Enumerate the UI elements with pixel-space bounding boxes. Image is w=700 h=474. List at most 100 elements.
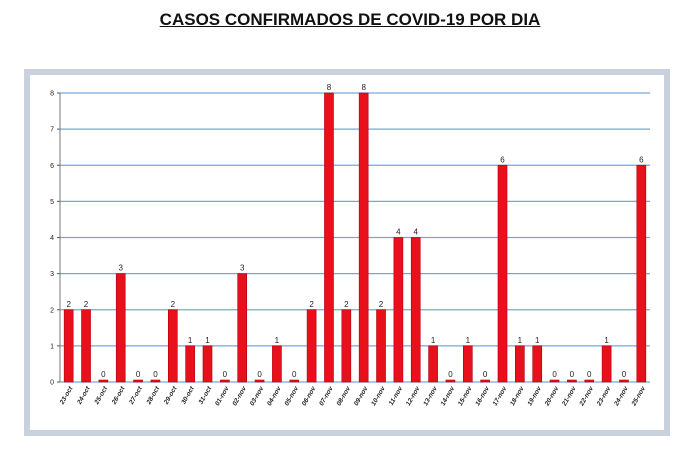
bar — [150, 379, 161, 383]
bar — [358, 92, 369, 383]
x-tick-label: 14-nov — [440, 385, 457, 407]
y-tick-label: 7 — [50, 127, 54, 134]
data-label: 0 — [223, 370, 228, 379]
data-label: 1 — [431, 336, 436, 345]
x-tick-label: 16-nov — [474, 385, 491, 407]
data-label: 0 — [136, 370, 141, 379]
x-tick-label: 27-oct — [128, 385, 145, 407]
bar — [549, 379, 560, 383]
data-label: 0 — [292, 370, 297, 379]
x-tick-label: 24-nov — [613, 385, 630, 408]
x-tick-label: 05-nov — [283, 385, 300, 407]
x-tick-label: 11-nov — [388, 385, 404, 407]
y-tick-label: 8 — [50, 91, 54, 98]
bar — [272, 345, 282, 383]
bar — [341, 309, 352, 383]
data-label: 1 — [275, 336, 280, 345]
x-tick-label: 28-oct — [145, 385, 162, 407]
bar — [584, 379, 595, 383]
x-tick-label: 06-nov — [301, 385, 318, 407]
data-label: 1 — [604, 336, 609, 345]
bar — [306, 309, 317, 383]
data-label: 0 — [153, 370, 158, 379]
data-label: 2 — [84, 300, 89, 309]
x-tick-label: 02-nov — [231, 385, 248, 407]
x-tick-label: 23-oct — [58, 385, 75, 407]
bar — [63, 309, 74, 383]
x-tick-label: 08-nov — [336, 385, 353, 407]
x-tick-label: 25-oct — [93, 385, 110, 407]
data-label: 0 — [552, 370, 557, 379]
y-tick-label: 5 — [50, 199, 54, 206]
bar — [376, 309, 386, 383]
x-tick-label: 04-nov — [266, 385, 283, 407]
x-tick-label: 31-oct — [198, 385, 214, 406]
y-tick-label: 4 — [50, 235, 54, 242]
x-tick-label: 12-nov — [405, 385, 422, 407]
data-label: 1 — [205, 336, 210, 345]
bar — [497, 164, 508, 383]
bar — [254, 379, 265, 383]
bar — [202, 345, 213, 383]
bar — [289, 379, 300, 383]
bar — [480, 379, 490, 383]
data-label: 2 — [171, 300, 176, 309]
bar — [237, 273, 248, 383]
data-label: 4 — [396, 228, 401, 237]
data-label: 8 — [361, 83, 366, 92]
bar — [167, 309, 178, 383]
y-tick-label: 2 — [50, 307, 54, 314]
data-label: 1 — [466, 336, 471, 345]
x-tick-label: 10-nov — [370, 385, 387, 407]
bar — [445, 379, 456, 383]
bar — [567, 379, 577, 383]
data-label: 3 — [240, 264, 245, 273]
data-label: 8 — [327, 83, 332, 92]
x-tick-label: 13-nov — [422, 385, 439, 407]
bar — [619, 379, 629, 383]
y-tick-label: 0 — [50, 380, 54, 387]
bar — [115, 273, 126, 383]
bar — [428, 345, 438, 383]
data-label: 0 — [448, 370, 453, 379]
x-tick-label: 17-nov — [492, 385, 509, 407]
x-tick-label: 25-nov — [630, 385, 647, 408]
bar — [601, 345, 612, 383]
y-tick-label: 1 — [50, 343, 54, 350]
x-tick-label: 01-nov — [214, 385, 231, 407]
x-tick-label: 18-nov — [509, 385, 526, 407]
y-tick-label: 3 — [50, 271, 54, 278]
x-tick-label: 29-oct — [162, 385, 179, 407]
data-label: 3 — [119, 264, 124, 273]
data-label: 0 — [483, 370, 488, 379]
bar — [324, 92, 334, 383]
data-label: 0 — [622, 370, 627, 379]
data-label: 2 — [379, 300, 384, 309]
bar — [636, 164, 647, 383]
data-label: 0 — [101, 370, 106, 379]
bar — [185, 345, 195, 383]
x-tick-label: 26-oct — [110, 385, 127, 407]
bar — [133, 379, 143, 383]
x-tick-label: 22-nov — [578, 385, 595, 408]
x-tick-label: 07-nov — [318, 385, 335, 407]
chart-title: CASOS CONFIRMADOS DE COVID-19 POR DIA — [159, 10, 541, 29]
data-label: 1 — [535, 336, 540, 345]
data-label: 1 — [518, 336, 523, 345]
bar — [532, 345, 543, 383]
data-label: 1 — [188, 336, 193, 345]
data-label: 0 — [587, 370, 592, 379]
data-label: 2 — [309, 300, 314, 309]
data-label: 2 — [344, 300, 349, 309]
x-tick-label: 23-nov — [595, 385, 612, 408]
data-label: 4 — [414, 228, 419, 237]
bar — [515, 345, 525, 383]
data-label: 6 — [500, 155, 505, 164]
data-label: 2 — [66, 300, 71, 309]
x-tick-label: 20-nov — [543, 385, 560, 408]
data-label: 6 — [639, 155, 644, 164]
x-tick-label: 19-nov — [526, 385, 543, 407]
x-tick-label: 15-nov — [457, 385, 474, 407]
bar — [462, 345, 473, 383]
